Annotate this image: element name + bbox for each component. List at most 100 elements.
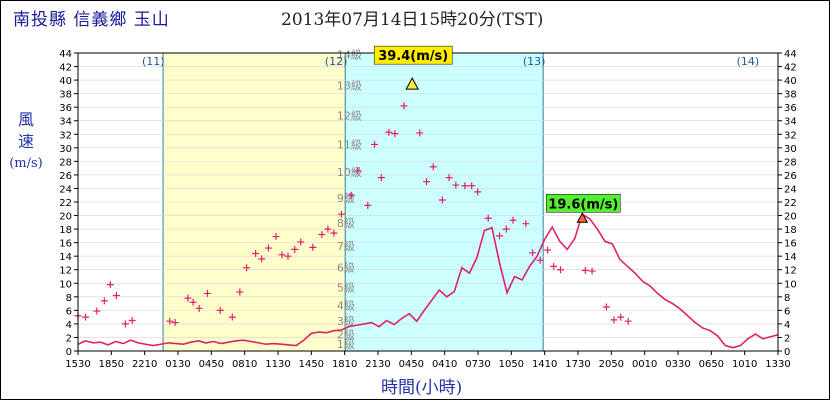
y-tick-label: 2 <box>66 333 72 344</box>
beaufort-label: 3級 <box>337 315 355 328</box>
y-tick-label: 8 <box>784 293 790 304</box>
gust-marker <box>278 251 286 259</box>
gust-marker <box>337 210 345 218</box>
y-tick-label: 22 <box>784 198 797 209</box>
x-tick-label: 1010 <box>732 359 757 370</box>
gust-marker <box>391 130 399 138</box>
gust-marker <box>468 182 476 190</box>
y-tick-label: 38 <box>59 90 72 101</box>
gust-marker <box>452 181 460 189</box>
y-tick-label: 22 <box>59 198 72 209</box>
x-tick-label: 0410 <box>432 359 457 370</box>
wind-speed-line <box>77 212 779 349</box>
gust-marker <box>581 266 589 274</box>
y-tick-label: 18 <box>59 225 72 236</box>
gust-marker <box>324 225 332 233</box>
gust-marker <box>252 249 260 257</box>
chart-header: 南投縣 信義鄉 玉山 2013年07月14日15時20分(TST) <box>1 1 829 31</box>
y-axis-unit: (m/s) <box>9 156 43 171</box>
x-tick-label: 0010 <box>632 359 657 370</box>
gust-marker <box>216 306 224 314</box>
gust-marker <box>330 229 338 237</box>
gust-marker <box>347 191 355 199</box>
observation-timestamp: 2013年07月14日15時20分(TST) <box>281 10 544 30</box>
day-marker-label: (13) <box>523 55 546 68</box>
beaufort-label: 9級 <box>337 192 355 205</box>
y-tick-label: 0 <box>66 347 72 358</box>
gust-marker <box>100 297 108 305</box>
gust-marker <box>309 243 317 251</box>
gust-marker <box>617 313 625 321</box>
gust-marker <box>522 220 530 228</box>
x-tick-label: 0130 <box>165 359 190 370</box>
gust-marker <box>264 244 272 252</box>
beaufort-label: 2級 <box>337 329 355 342</box>
gust-marker <box>588 267 596 275</box>
beaufort-label: 4級 <box>337 300 355 313</box>
gridlines <box>78 52 778 352</box>
y-tick-label: 12 <box>59 266 72 277</box>
x-tick-label: 1450 <box>299 359 324 370</box>
y-tick-label: 38 <box>784 90 797 101</box>
gust-marker <box>291 245 299 253</box>
gust-marker <box>93 307 101 315</box>
y-tick-label: 28 <box>784 157 797 168</box>
gust-marker <box>284 252 292 260</box>
gust-marker <box>112 291 120 299</box>
x-tick-label: 1810 <box>332 359 357 370</box>
y-tick-label: 0 <box>784 347 790 358</box>
gust-marker <box>258 255 266 263</box>
y-tick-label: 42 <box>59 63 72 74</box>
gust-marker <box>297 238 305 246</box>
gust-marker <box>364 201 372 209</box>
gust-marker <box>610 316 618 324</box>
x-tick-label: 2130 <box>365 359 390 370</box>
beaufort-label: 11級 <box>337 138 362 151</box>
max-wind-label: 19.6(m/s) <box>548 197 618 212</box>
gust-marker <box>203 289 211 297</box>
gust-marker <box>354 167 362 175</box>
x-tick-label: 0810 <box>232 359 257 370</box>
gust-marker <box>416 129 424 137</box>
gust-marker <box>106 281 114 289</box>
y-tick-label: 2 <box>784 333 790 344</box>
x-tick-label: 1530 <box>65 359 90 370</box>
gust-marker <box>536 256 544 264</box>
y-tick-label: 34 <box>59 117 72 128</box>
y-tick-label: 8 <box>66 293 72 304</box>
gust-marker <box>502 225 510 233</box>
x-tick-label: 2050 <box>599 359 624 370</box>
gust-marker <box>82 313 90 321</box>
gust-marker <box>496 232 504 240</box>
y-tick-label: 24 <box>59 184 72 195</box>
y-tick-label: 16 <box>59 239 72 250</box>
day-marker-label: (11) <box>142 55 165 68</box>
gust-marker <box>121 320 129 328</box>
beaufort-label: 13級 <box>337 80 362 93</box>
y-tick-label: 32 <box>59 130 72 141</box>
y-tick-label: 14 <box>784 252 797 263</box>
x-tick-label: 0330 <box>665 359 690 370</box>
gust-marker <box>529 249 537 257</box>
gust-marker <box>556 266 564 274</box>
y-tick-label: 4 <box>66 320 72 331</box>
gust-marker <box>189 298 197 306</box>
gust-marker <box>228 313 236 321</box>
y-tick-label: 26 <box>59 171 72 182</box>
x-tick-label: 0650 <box>699 359 724 370</box>
station-name: 南投縣 信義鄉 玉山 <box>13 10 170 30</box>
beaufort-label: 6級 <box>337 262 355 275</box>
gust-marker <box>400 102 408 110</box>
series <box>74 80 779 349</box>
gust-marker <box>445 174 453 182</box>
y-tick-label: 28 <box>59 157 72 168</box>
gust-marker <box>474 188 482 196</box>
gust-marker <box>184 294 192 302</box>
y-tick-label: 18 <box>784 225 797 236</box>
gust-marker <box>484 214 492 222</box>
beaufort-label: 14級 <box>337 48 362 61</box>
